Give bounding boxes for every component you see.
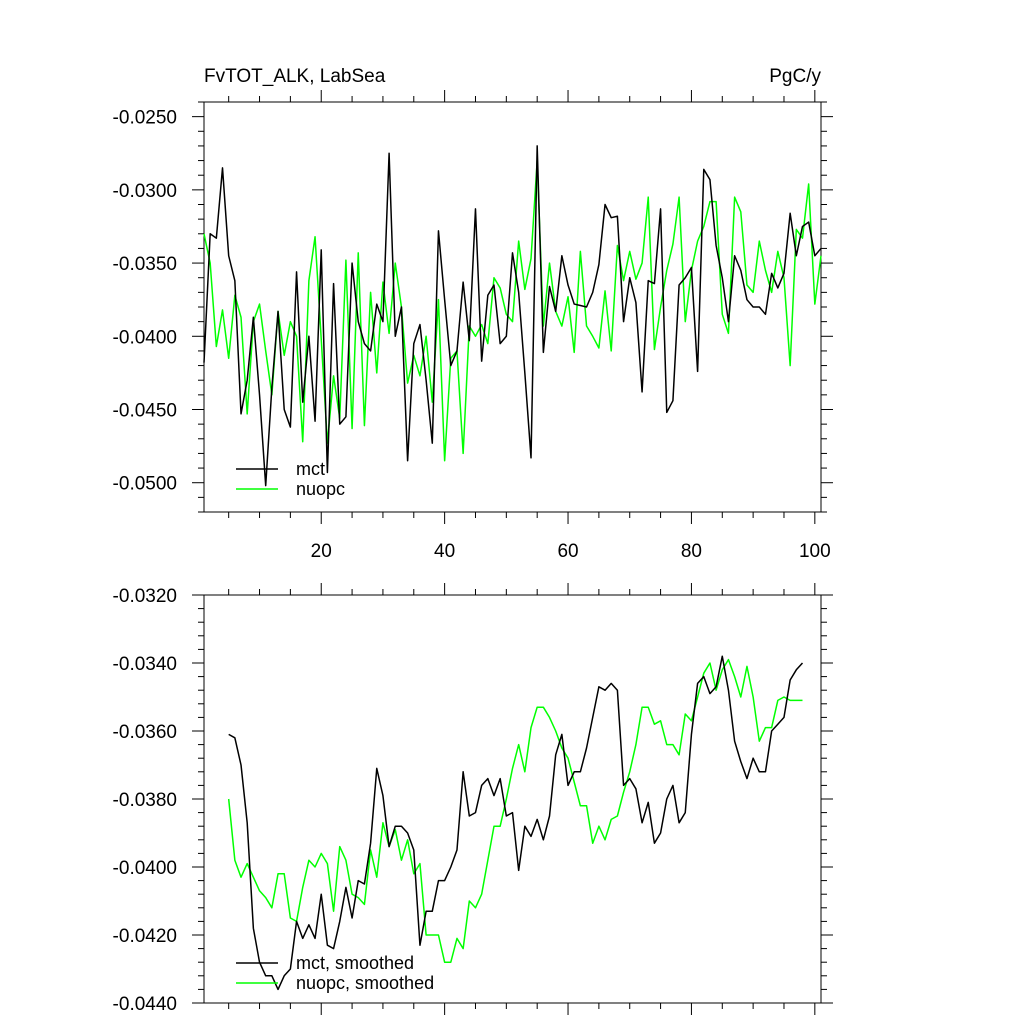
y-tick-label: -0.0360 — [113, 722, 177, 743]
y-tick-label: -0.0500 — [113, 474, 177, 495]
y-tick-label: -0.0440 — [113, 994, 177, 1015]
bottom-panel: -0.0320 -0.0340 -0.0360 -0.0380 -0.0400 -0.04… — [113, 583, 833, 1015]
x-tick-label: 60 — [557, 541, 578, 562]
legend-label: nuopc, smoothed — [296, 973, 434, 993]
series-line-nuopc — [203, 159, 822, 462]
chart-title: FvTOT_ALK, LabSea — [204, 66, 386, 87]
plot-frame — [203, 594, 822, 1004]
y-tick-label: -0.0380 — [113, 790, 177, 811]
y-tick-label: -0.0450 — [113, 401, 177, 422]
series-line-nuopc-smoothed — [227, 658, 803, 963]
y-tick-label: -0.0250 — [113, 108, 177, 129]
chart-units: PgC/y — [769, 66, 821, 87]
legend-label: mct — [296, 459, 325, 479]
y-tick-label: -0.0300 — [113, 181, 177, 202]
legend-label: mct, smoothed — [296, 953, 414, 973]
top-panel: -0.0250 -0.0300 -0.0350 -0.0400 -0.0450 -0.05… — [113, 90, 833, 562]
x-tick-label: 80 — [681, 541, 702, 562]
x-tick-label: 40 — [434, 541, 455, 562]
y-tick-label: -0.0320 — [113, 586, 177, 607]
legend-label: nuopc — [296, 479, 345, 499]
plot-frame — [203, 101, 822, 513]
x-tick-label: 100 — [799, 541, 831, 562]
y-tick-label: -0.0350 — [113, 254, 177, 275]
series-line-mct — [203, 145, 822, 487]
y-tick-label: -0.0340 — [113, 654, 177, 675]
series-line-mct-smoothed — [228, 655, 804, 991]
y-tick-label: -0.0400 — [113, 858, 177, 879]
x-tick-label: 20 — [311, 541, 332, 562]
y-tick-label: -0.0420 — [113, 926, 177, 947]
y-tick-label: -0.0400 — [113, 327, 177, 348]
